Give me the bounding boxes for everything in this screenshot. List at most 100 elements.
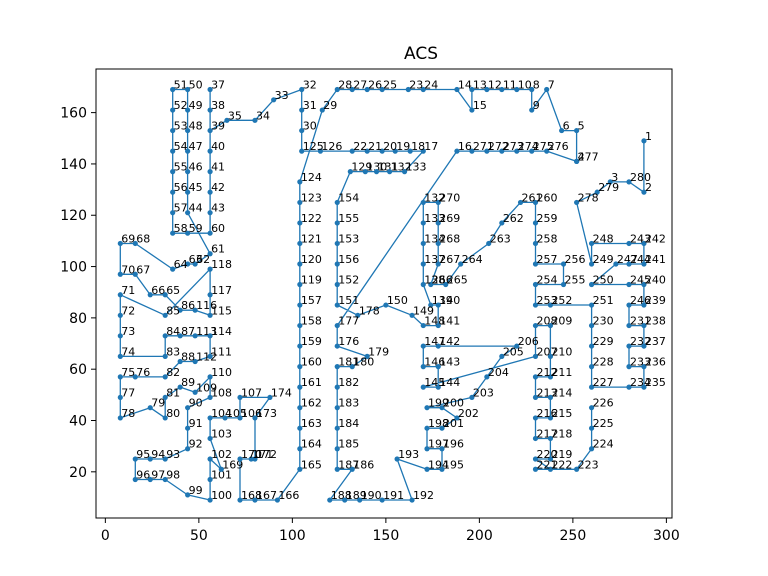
- node-label: 96: [136, 469, 150, 482]
- node-marker: [544, 86, 550, 93]
- node-label: 123: [301, 191, 322, 204]
- node-marker: [162, 312, 168, 318]
- plot-area: 0 50 100 150 200 250 3002040608010012014016012…: [60, 68, 680, 544]
- node-label: 42: [211, 181, 225, 194]
- node-label: 267: [439, 253, 460, 266]
- node-label: 101: [211, 469, 232, 482]
- x-tick-label: 50: [190, 528, 208, 544]
- node-label: 210: [551, 345, 572, 358]
- node-label: 238: [645, 315, 666, 328]
- node-label: 243: [630, 232, 651, 245]
- node-label: 79: [151, 397, 165, 410]
- node-marker: [607, 179, 613, 185]
- node-label: 99: [189, 484, 203, 497]
- node-marker: [185, 230, 191, 236]
- node-label: 46: [189, 161, 203, 174]
- node-marker: [252, 117, 258, 123]
- node-marker: [297, 446, 303, 452]
- node-label: 214: [551, 386, 572, 399]
- node-label: 204: [488, 366, 509, 379]
- node-marker: [641, 343, 647, 349]
- node-marker: [267, 394, 273, 401]
- node-label: 65: [166, 284, 180, 297]
- node-label: 22: [353, 140, 367, 153]
- node-label: 122: [301, 212, 322, 225]
- node-label: 63: [189, 253, 203, 266]
- node-label: 215: [551, 407, 572, 420]
- node-label: 121: [301, 232, 322, 245]
- node-label: 211: [551, 366, 572, 379]
- node-label: 87: [181, 325, 195, 338]
- node-label: 159: [301, 335, 322, 348]
- node-label: 231: [630, 315, 651, 328]
- node-label: 186: [353, 458, 374, 471]
- node-label: 20: [383, 140, 397, 153]
- node-label: 67: [136, 263, 150, 276]
- node-marker: [334, 261, 340, 267]
- node-label: 170: [241, 448, 262, 461]
- node-marker: [299, 127, 305, 134]
- node-marker: [237, 456, 243, 462]
- node-marker: [207, 312, 213, 318]
- axes-frame: [95, 68, 673, 519]
- node-marker: [132, 240, 138, 247]
- node-marker: [207, 292, 213, 298]
- node-label: 141: [439, 315, 460, 328]
- node-label: 154: [338, 191, 359, 204]
- node-marker: [420, 364, 426, 370]
- node-label: 15: [473, 99, 487, 112]
- node-label: 11: [503, 79, 517, 92]
- node-label: 53: [174, 120, 188, 133]
- node-marker: [162, 333, 168, 339]
- node-marker: [162, 415, 168, 421]
- node-marker: [248, 456, 254, 462]
- node-label: 38: [211, 99, 225, 112]
- node-label: 144: [439, 376, 460, 389]
- node-label: 133: [406, 161, 427, 174]
- node-label: 84: [166, 325, 180, 338]
- node-label: 110: [211, 366, 232, 379]
- node-label: 28: [338, 79, 352, 92]
- node-marker: [170, 127, 176, 134]
- node-marker: [334, 405, 340, 411]
- node-marker: [547, 415, 554, 421]
- node-marker: [626, 322, 632, 329]
- node-marker: [420, 281, 426, 288]
- node-marker: [237, 497, 243, 503]
- node-label: 116: [196, 299, 217, 312]
- node-marker: [626, 179, 632, 185]
- node-label: 181: [338, 356, 359, 369]
- node-label: 2: [645, 181, 652, 194]
- node-label: 183: [338, 397, 359, 410]
- node-marker: [297, 466, 303, 472]
- node-label: 274: [518, 140, 539, 153]
- node-marker: [435, 322, 441, 329]
- node-marker: [170, 169, 176, 175]
- node-label: 255: [565, 274, 586, 287]
- node-label: 142: [439, 335, 460, 348]
- node-label: 164: [301, 438, 322, 451]
- node-marker: [428, 281, 434, 288]
- node-marker: [547, 466, 554, 472]
- node-label: 165: [301, 458, 322, 471]
- node-label: 133: [424, 212, 445, 225]
- node-label: 102: [211, 448, 232, 461]
- node-marker: [297, 343, 303, 349]
- node-marker: [117, 394, 123, 401]
- node-marker: [192, 261, 198, 267]
- node-marker: [532, 394, 539, 401]
- x-tick-label: 300: [653, 528, 680, 544]
- node-label: 100: [211, 489, 232, 502]
- node-label: 18: [411, 140, 425, 153]
- node-marker: [170, 230, 176, 236]
- node-label: 59: [189, 222, 203, 235]
- node-label: 279: [598, 181, 619, 194]
- node-label: 163: [301, 417, 322, 430]
- node-label: 119: [301, 274, 322, 287]
- node-label: 148: [424, 315, 445, 328]
- node-label: 103: [211, 427, 232, 440]
- node-marker: [170, 86, 176, 93]
- node-marker: [529, 148, 535, 154]
- chart-title: ACS: [404, 44, 438, 64]
